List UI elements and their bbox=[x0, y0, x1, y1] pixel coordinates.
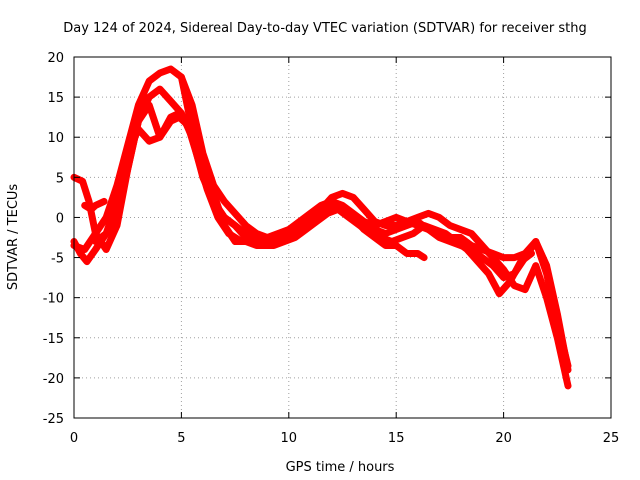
x-tick-label: 25 bbox=[603, 431, 620, 446]
y-tick-label: 15 bbox=[47, 91, 64, 106]
axis-ticks: 0 5 10 15 20 25 -25 -20 -15 -10 -5 0 5 10 15 20 bbox=[43, 51, 620, 446]
y-axis-label: SDTVAR / TECUs bbox=[6, 184, 21, 291]
y-tick-label: -15 bbox=[43, 332, 64, 347]
x-tick-label: 15 bbox=[388, 431, 405, 446]
chart-title: Day 124 of 2024, Sidereal Day-to-day VTE… bbox=[63, 21, 587, 36]
y-tick-label: 0 bbox=[56, 211, 64, 226]
y-tick-label: 10 bbox=[47, 131, 64, 146]
x-tick-label: 0 bbox=[70, 431, 78, 446]
series-line-4 bbox=[92, 85, 572, 374]
x-axis-label: GPS time / hours bbox=[286, 460, 395, 475]
series-line-5 bbox=[81, 197, 108, 213]
x-tick-label: 10 bbox=[281, 431, 298, 446]
plot-series bbox=[70, 65, 572, 390]
y-tick-label: 5 bbox=[56, 171, 64, 186]
series-line-3 bbox=[70, 65, 572, 390]
plot-frame bbox=[73, 56, 612, 419]
x-tick-label: 5 bbox=[177, 431, 185, 446]
x-tick-label: 20 bbox=[495, 431, 512, 446]
series-line-2 bbox=[70, 113, 535, 298]
y-tick-label: 20 bbox=[47, 51, 64, 66]
y-tick-label: -10 bbox=[43, 292, 64, 307]
y-tick-label: -5 bbox=[51, 252, 64, 267]
y-tick-label: -25 bbox=[43, 412, 64, 427]
y-tick-label: -20 bbox=[43, 372, 64, 387]
grid bbox=[74, 57, 611, 418]
series-line-6 bbox=[177, 73, 572, 370]
